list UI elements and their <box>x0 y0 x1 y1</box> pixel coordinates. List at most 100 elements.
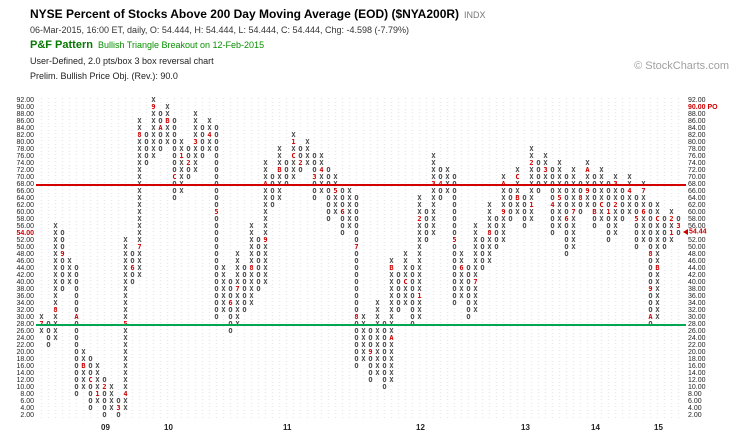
year-label-09: 09 <box>101 423 110 432</box>
pnf-box: O <box>88 369 93 377</box>
pnf-box: X <box>347 187 352 195</box>
pnf-box: O <box>214 194 219 202</box>
pnf-box: X <box>193 110 198 118</box>
pnf-box: X <box>263 215 268 223</box>
y-axis-tick-left: 62.00 <box>16 202 34 209</box>
pnf-box: X <box>655 236 660 244</box>
pnf-box: O <box>88 362 93 370</box>
pnf-box: O <box>256 257 261 265</box>
pnf-box: X <box>585 201 590 209</box>
pnf-box: O <box>648 271 653 279</box>
pnf-box: O <box>648 236 653 244</box>
pnf-box: X <box>81 355 86 363</box>
y-axis-tick-right: 10.00 <box>688 384 706 391</box>
pnf-box: O <box>354 271 359 279</box>
pnf-box: 1 <box>417 292 422 300</box>
y-axis-tick-right: 6.00 <box>688 398 702 405</box>
pnf-box: O <box>648 292 653 300</box>
pnf-box: X <box>235 306 240 314</box>
pnf-box: O <box>592 194 597 202</box>
pnf-box: X <box>599 173 604 181</box>
pnf-box: O <box>116 411 121 419</box>
pnf-box: X <box>571 201 576 209</box>
pnf-box: O <box>662 229 667 237</box>
pnf-box: X <box>375 334 380 342</box>
pnf-box: X <box>249 285 254 293</box>
pnf-box: A <box>74 313 79 321</box>
pnf-box: O <box>452 299 457 307</box>
pnf-box: 7 <box>571 208 576 216</box>
pnf-box: O <box>242 285 247 293</box>
pnf-box: O <box>466 299 471 307</box>
pnf-box: O <box>60 243 65 251</box>
pnf-box: X <box>529 173 534 181</box>
pnf-chart: X7XOOOOXXXX8XXXXXXXXXXXXOOOOO9OOOXXXXOOO… <box>0 97 745 440</box>
pnf-box: O <box>186 166 191 174</box>
pnf-box: O <box>256 271 261 279</box>
pnf-box: 1 <box>291 138 296 146</box>
pnf-box: 7 <box>641 187 646 195</box>
pnf-box: X <box>165 124 170 132</box>
pnf-box: X <box>249 243 254 251</box>
pnf-box: X <box>599 166 604 174</box>
objective-line: Prelim. Bullish Price Obj. (Rev.): 90.0 <box>30 71 178 81</box>
pnf-box: O <box>606 222 611 230</box>
pnf-box: X <box>165 138 170 146</box>
pnf-box: O <box>270 194 275 202</box>
y-axis-tick-right: 12.00 <box>688 377 706 384</box>
pnf-box: O <box>508 194 513 202</box>
pnf-box: O <box>242 306 247 314</box>
pnf-box: O <box>102 411 107 419</box>
pnf-box: O <box>438 194 443 202</box>
pnf-box: X <box>137 159 142 167</box>
pnf-box: X <box>403 271 408 279</box>
pnf-box: O <box>592 173 597 181</box>
pnf-box: O <box>214 271 219 279</box>
pnf-box: X <box>193 131 198 139</box>
y-axis-tick-left: 40.00 <box>16 279 34 286</box>
pnf-box: O <box>480 264 485 272</box>
pnf-box: X <box>179 166 184 174</box>
pnf-box: X <box>389 278 394 286</box>
pnf-plot: X7XOOOOXXXX8XXXXXXXXXXXXOOOOO9OOOXXXXOOO… <box>38 97 683 419</box>
pnf-box: X <box>529 145 534 153</box>
pnf-box: X <box>417 285 422 293</box>
pnf-box: O <box>438 166 443 174</box>
pnf-box: O <box>452 215 457 223</box>
pnf-box: O <box>214 243 219 251</box>
y-axis-tick-left: 16.00 <box>16 363 34 370</box>
pnf-box: X <box>613 229 618 237</box>
pnf-box: O <box>172 187 177 195</box>
pnf-box: O <box>424 215 429 223</box>
pnf-box: O <box>46 334 51 342</box>
pnf-box: O <box>158 138 163 146</box>
pnf-box: X <box>263 201 268 209</box>
pnf-box: O <box>60 236 65 244</box>
pnf-box: X <box>487 257 492 265</box>
pnf-box: O <box>200 124 205 132</box>
pnf-box: O <box>354 348 359 356</box>
pnf-box: O <box>312 159 317 167</box>
pnf-box: O <box>172 145 177 153</box>
pnf-box: X <box>81 369 86 377</box>
pnf-box: 9 <box>368 348 373 356</box>
pnf-box: O <box>88 397 93 405</box>
pnf-box: X <box>403 257 408 265</box>
pnf-box: O <box>452 208 457 216</box>
y-axis-tick-right: 8.00 <box>688 391 702 398</box>
pnf-box: O <box>326 194 331 202</box>
pnf-box: X <box>151 138 156 146</box>
pnf-box: X <box>95 376 100 384</box>
y-axis-tick-left: 30.00 <box>16 314 34 321</box>
pnf-box: X <box>557 208 562 216</box>
pnf-box: O <box>88 383 93 391</box>
pnf-box: X <box>613 208 618 216</box>
y-axis-tick-right: 68.00 <box>688 181 706 188</box>
pnf-box: X <box>375 369 380 377</box>
pnf-box: O <box>214 152 219 160</box>
pnf-box: X <box>599 194 604 202</box>
pnf-box: X <box>557 159 562 167</box>
y-axis-tick-left: 26.00 <box>16 328 34 335</box>
pnf-box: X <box>235 278 240 286</box>
pnf-box: X <box>137 215 142 223</box>
